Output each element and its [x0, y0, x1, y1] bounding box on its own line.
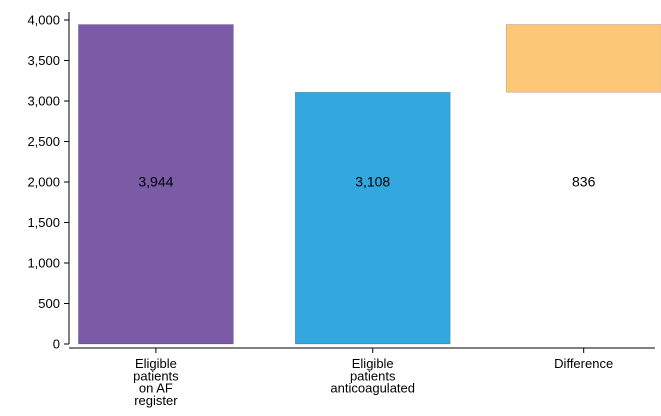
category-labels: Eligible patients on AF register Eligible pat… [133, 356, 613, 408]
bar [294, 91, 451, 345]
y-tick-label: 2,500 [27, 134, 60, 149]
y-axis: 0 500 1,000 1,500 2,000 2,500 3,000 3,500 4,000 [27, 12, 70, 352]
y-tick-label: 2,000 [27, 175, 60, 190]
data-label: 3,108 [355, 174, 390, 190]
y-tick-label: 0 [53, 337, 60, 352]
y-tick-label: 500 [38, 296, 60, 311]
bar [78, 24, 234, 345]
x-axis [69, 347, 655, 353]
y-tick-label: 4,000 [27, 13, 60, 28]
x-tick-label: Difference [554, 356, 613, 371]
bar [505, 24, 661, 93]
bars [78, 24, 661, 345]
data-label: 3,944 [138, 174, 173, 190]
data-label: 836 [572, 174, 596, 190]
y-tick-label: 3,500 [27, 53, 60, 68]
x-tick-label: Eligible patients on AF register [133, 356, 179, 408]
y-tick-label: 1,500 [27, 215, 60, 230]
y-tick-label: 3,000 [27, 94, 60, 109]
y-tick-label: 1,000 [27, 256, 60, 271]
data-labels: 3,944 3,108 836 [138, 174, 595, 190]
x-tick-label: Eligible patients anticoagulated [330, 356, 415, 396]
